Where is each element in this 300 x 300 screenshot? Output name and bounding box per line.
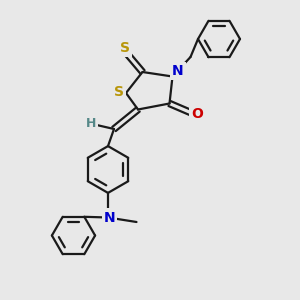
Text: S: S [114,85,124,98]
Text: N: N [104,211,115,224]
Text: S: S [119,41,130,55]
Text: N: N [172,64,184,78]
Text: O: O [191,107,203,121]
Text: H: H [86,116,96,130]
